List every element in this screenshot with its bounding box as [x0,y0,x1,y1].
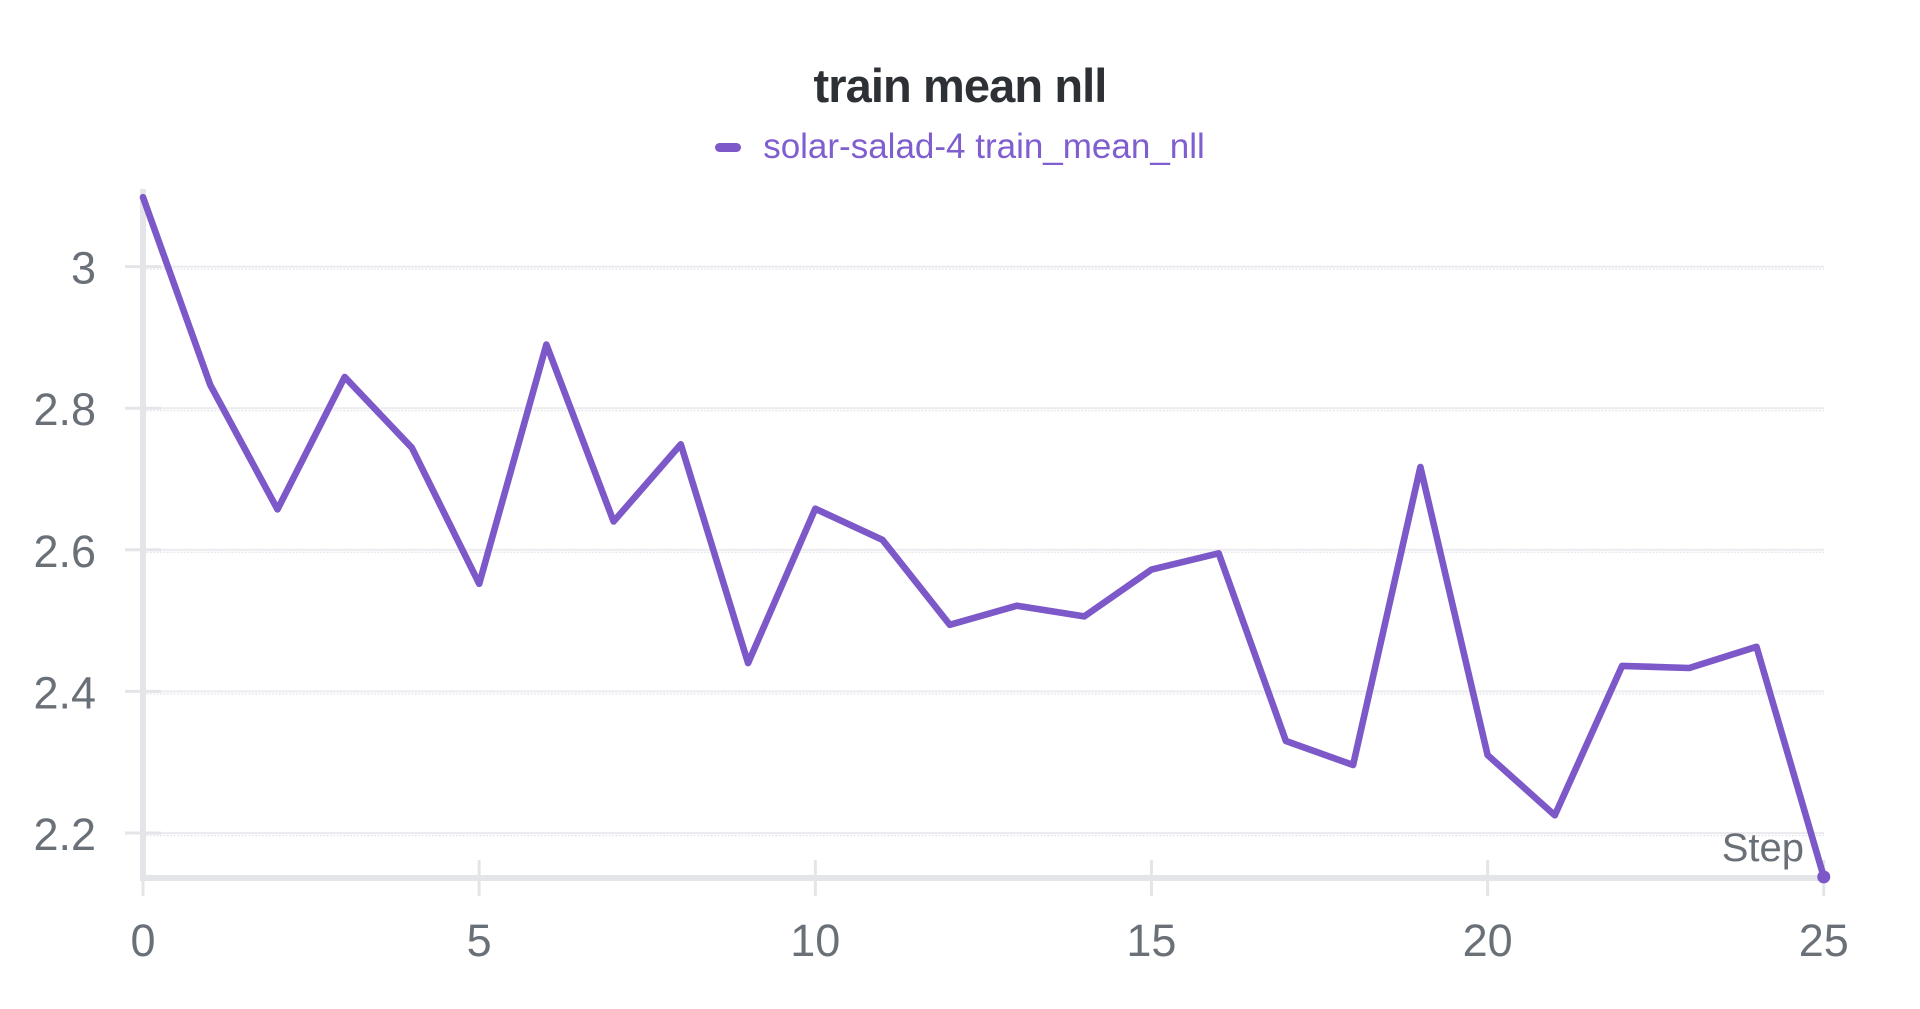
x-tick-label: 20 [1463,915,1513,966]
x-tick-label: 15 [1126,915,1176,966]
y-tick-label: 2.8 [33,384,96,435]
x-tick-label: 0 [130,915,155,966]
legend-line-swatch [715,142,742,152]
legend[interactable]: solar-salad-4 train_mean_nll [0,127,1920,171]
x-axis-title: Step [1722,826,1804,870]
x-tick-label: 25 [1799,915,1849,966]
chart-title: train mean nll [813,59,1108,112]
x-tick-label: 5 [467,915,492,966]
series-line[interactable] [139,193,1828,881]
y-tick-label: 2.4 [33,667,96,718]
y-tick-label: 3 [71,243,96,294]
tick-label-layer: 3 2.8 2.6 2.4 2.2 0 5 10 15 20 25 [33,243,1848,966]
series-line-layer [139,193,1831,884]
axis-layer [125,189,1829,896]
series-end-dot[interactable] [1817,870,1831,884]
x-tick-label: 10 [790,915,840,966]
y-tick-label: 2.6 [33,526,96,577]
grid-layer [143,265,1824,837]
y-tick-label: 2.2 [33,809,96,860]
legend-series-label: solar-salad-4 train_mean_nll [763,127,1205,166]
